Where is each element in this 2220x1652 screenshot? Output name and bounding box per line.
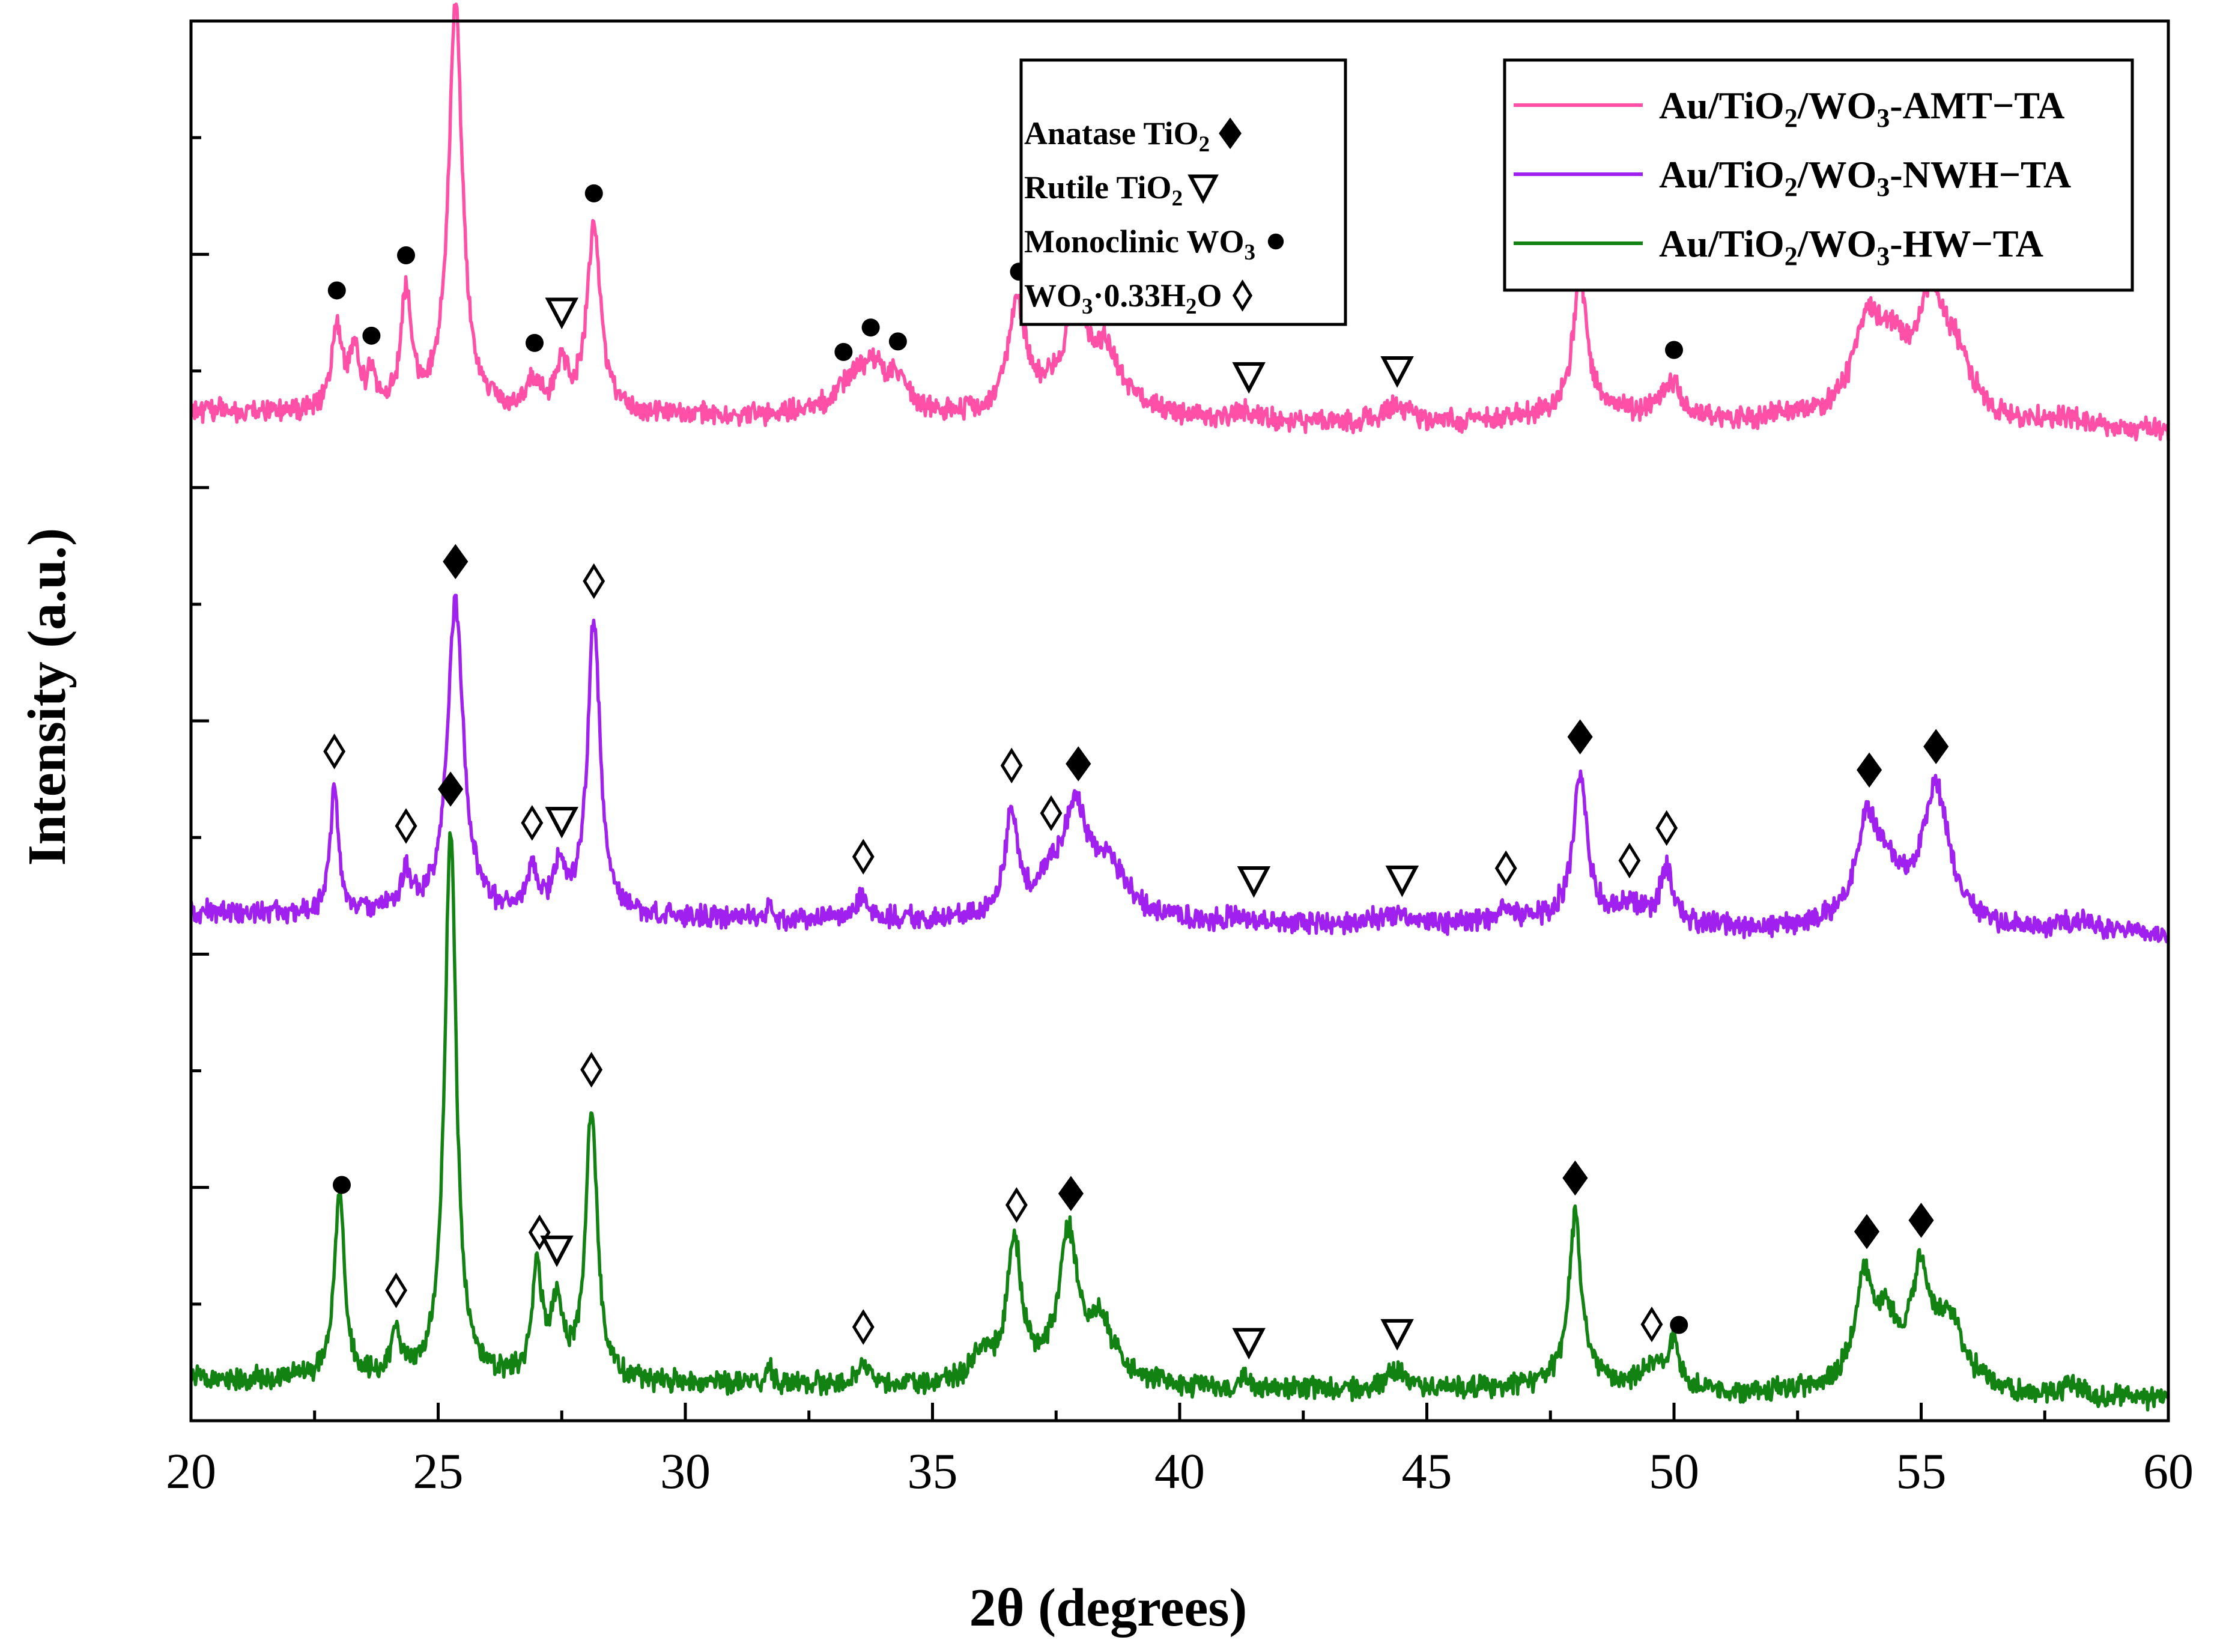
x-tick-label: 40: [1154, 1444, 1205, 1499]
peak-marker-3-11: [1380, 1319, 1414, 1351]
x-tick-label: 30: [660, 1444, 711, 1499]
phase-legend: Anatase TiO2 Rutile TiO2 Monoclinic WO3 WO3…: [1019, 58, 1347, 326]
phase-label-2: Rutile TiO2: [1024, 169, 1183, 211]
phase-label-4: WO3·0.33H2O: [1024, 278, 1222, 319]
series-line-2: [189, 594, 2170, 944]
phase-label-1: Anatase TiO2: [1024, 115, 1210, 157]
peak-marker-1-9: [861, 318, 880, 337]
legend-label-1: Au/TiO2/WO3-AMT−TA: [1659, 84, 2065, 133]
peak-marker-2-2: [395, 808, 417, 844]
legend-label-3: Au/TiO2/WO3-HW−TA: [1659, 222, 2043, 271]
series-line-1: [189, 2, 2170, 442]
phase-label-3: Monoclinic WO3: [1024, 223, 1255, 265]
x-tick-label: 45: [1402, 1444, 1452, 1499]
peak-marker-1-5: [525, 333, 544, 352]
peak-marker-1-3: [397, 246, 416, 265]
peak-marker-3-6: [580, 1051, 603, 1088]
peak-marker-3-7: [852, 1309, 875, 1345]
peak-marker-2-14: [1567, 719, 1593, 755]
phase-symbol-1: [1219, 117, 1242, 150]
peak-marker-1-10: [888, 332, 907, 351]
x-tick-label: 35: [908, 1444, 958, 1499]
peak-marker-3-12: [1562, 1160, 1588, 1196]
peak-marker-3-2: [385, 1272, 407, 1308]
peak-marker-1-6: [545, 297, 579, 330]
x-tick-label: 25: [413, 1444, 464, 1499]
peak-marker-3-3: [437, 771, 464, 807]
axes-layer: 20 25 30 35 40 45 50 55 60: [166, 19, 2194, 1499]
peak-marker-2-13: [1494, 850, 1517, 887]
peak-marker-2-15: [1618, 842, 1641, 879]
series-layer: [189, 2, 2170, 1412]
peak-marker-3-8: [1005, 1187, 1028, 1223]
peak-marker-3-1: [333, 1176, 351, 1194]
peak-marker-2-5: [545, 807, 579, 839]
peak-marker-1-8: [834, 342, 853, 361]
peak-marker-1-16: [1665, 341, 1683, 359]
peak-marker-1-14: [1380, 356, 1414, 388]
peak-marker-1-2: [362, 326, 381, 345]
phase-legend-box: [1019, 58, 1347, 326]
y-axis-title: Intensity (a.u.): [17, 528, 77, 866]
peak-marker-2-10: [1066, 746, 1091, 782]
peak-marker-3-5: [540, 1235, 574, 1268]
series-legend: Au/TiO2/WO3-AMT−TA Au/TiO2/WO3-NWH−TA Au/T…: [1503, 58, 2134, 292]
peak-marker-1-1: [327, 281, 346, 300]
peak-marker-3-13: [1640, 1306, 1663, 1343]
peak-marker-3-10: [1232, 1328, 1266, 1360]
peak-marker-1-13: [1232, 362, 1266, 394]
legend-label-2: Au/TiO2/WO3-NWH−TA: [1659, 153, 2071, 202]
x-axis-title: 2θ (degrees): [969, 1578, 1248, 1638]
peak-marker-2-3: [443, 544, 469, 580]
peak-marker-3-14: [1670, 1316, 1688, 1334]
peak-marker-2-6: [583, 563, 605, 600]
peak-marker-2-17: [1857, 752, 1882, 788]
peak-marker-1-7: [584, 184, 603, 202]
peak-marker-2-16: [1655, 810, 1678, 846]
peak-marker-3-16: [1908, 1203, 1934, 1238]
peak-marker-2-9: [1040, 795, 1063, 831]
peak-marker-3-15: [1854, 1213, 1880, 1250]
phase-symbol-3: [1267, 233, 1284, 250]
peak-marker-2-18: [1923, 729, 1949, 765]
x-tick-label: 60: [2143, 1444, 2194, 1499]
phase-symbol-4: [1232, 279, 1253, 312]
peak-marker-2-7: [852, 839, 875, 875]
peak-marker-3-9: [1058, 1176, 1084, 1212]
peak-marker-2-11: [1237, 866, 1271, 898]
phase-symbol-2: [1187, 174, 1219, 204]
series-line-3: [189, 831, 2170, 1412]
peak-marker-2-8: [1000, 747, 1023, 784]
peak-marker-2-12: [1385, 865, 1419, 897]
peak-marker-2-1: [323, 733, 346, 770]
x-tick-label: 50: [1649, 1444, 1699, 1499]
x-tick-label: 20: [166, 1444, 216, 1499]
x-tick-label: 55: [1896, 1444, 1947, 1499]
peak-marker-2-4: [521, 805, 544, 841]
